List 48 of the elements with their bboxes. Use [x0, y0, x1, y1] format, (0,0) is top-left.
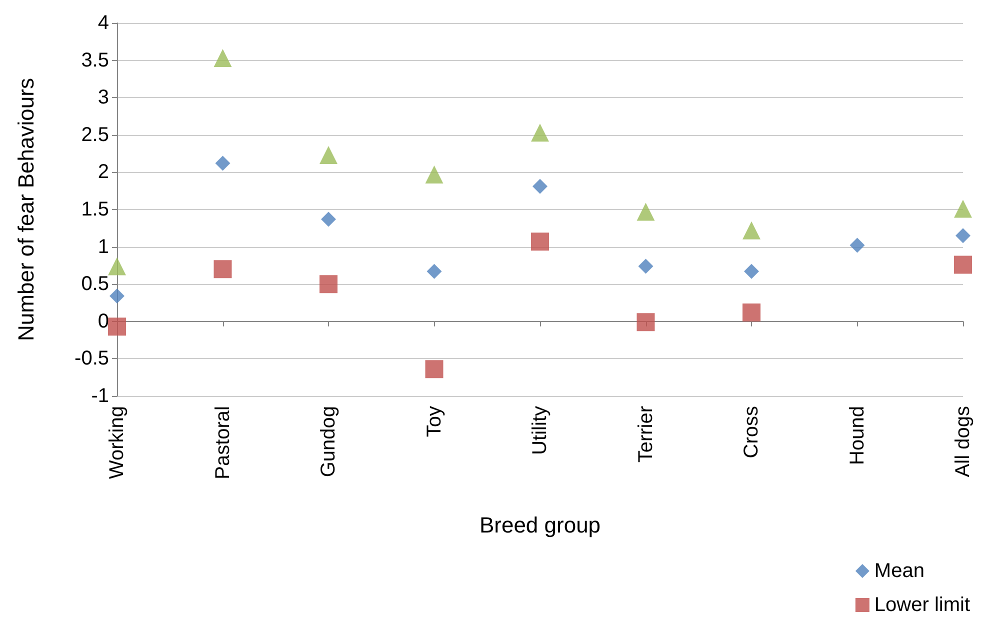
point: [636, 202, 655, 221]
point: [321, 212, 336, 227]
legend-label: Mean: [874, 560, 924, 582]
y-tick-label: 1: [98, 236, 109, 258]
y-tick-label: 2: [98, 161, 109, 184]
x-tick-label: Gundog: [318, 406, 340, 478]
point: [954, 256, 972, 274]
y-tick-label: 2.5: [81, 124, 109, 146]
point: [742, 221, 760, 240]
y-tick-label: 3: [98, 86, 109, 109]
point: [744, 264, 759, 279]
point: [215, 156, 230, 171]
point: [636, 313, 655, 332]
point: [425, 360, 444, 378]
x-tick-label: All dogs: [952, 406, 974, 478]
x-tick-label: Working: [106, 406, 128, 479]
point: [108, 318, 126, 336]
x-tick-label: Toy: [423, 406, 446, 438]
point: [214, 49, 232, 68]
x-tick-label: Hound: [846, 406, 868, 465]
point: [956, 228, 970, 244]
x-tick-label: Utility: [529, 406, 551, 455]
point: [850, 238, 865, 253]
x-axis-title: Breed group: [479, 512, 601, 538]
point: [426, 264, 442, 279]
point: [320, 275, 338, 294]
point: [531, 124, 549, 142]
point: [531, 232, 549, 251]
point: [532, 178, 548, 194]
y-tick-label: -0.5: [74, 348, 109, 370]
y-tick-label: -1: [91, 385, 109, 407]
point: [638, 258, 654, 274]
point: [108, 257, 126, 276]
y-tick-label: 1.5: [81, 198, 109, 220]
y-tick-label: 4: [98, 12, 109, 34]
point: [954, 200, 972, 218]
y-tick-label: 0.5: [81, 273, 109, 296]
point: [214, 260, 232, 278]
y-tick-label: 3.5: [81, 49, 109, 72]
point: [425, 165, 444, 184]
x-tick-label: Pastoral: [212, 406, 234, 480]
x-tick-label: Cross: [740, 406, 762, 458]
y-axis-title: Number of fear Behaviours: [14, 78, 38, 341]
legend-label: Lower limit: [874, 594, 970, 616]
point: [320, 146, 338, 164]
point: [110, 288, 124, 304]
point: [742, 303, 760, 322]
x-tick-label: Terrier: [634, 406, 657, 463]
